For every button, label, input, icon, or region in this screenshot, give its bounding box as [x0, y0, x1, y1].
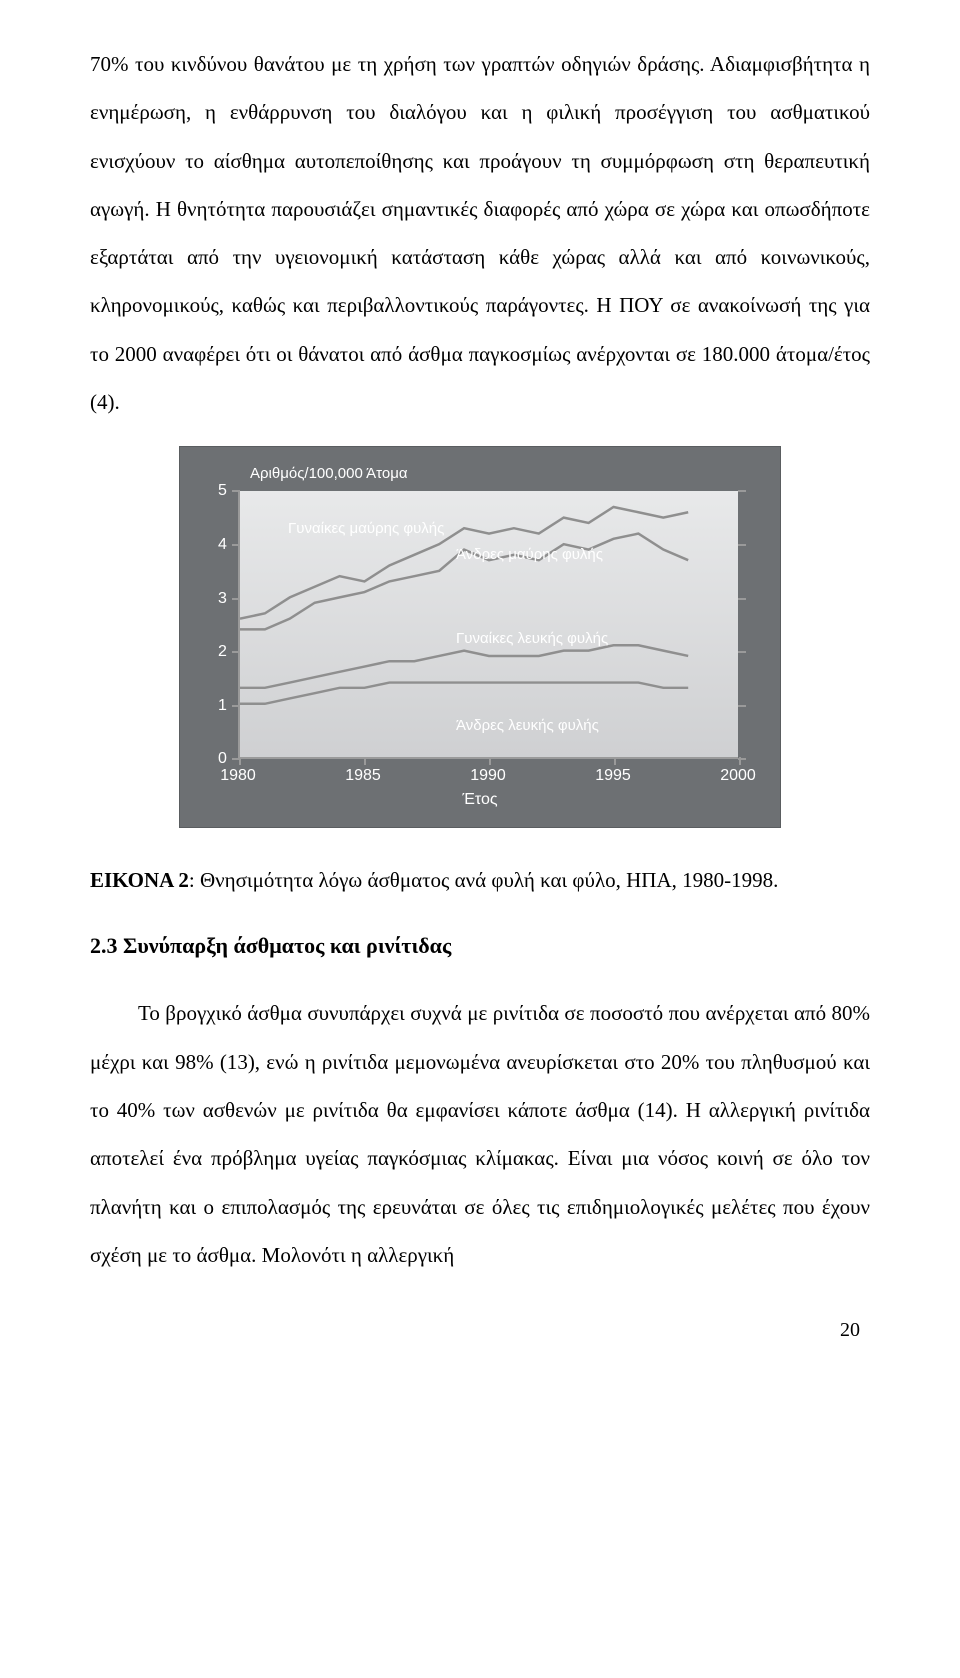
- ytick-mark-right: [738, 598, 746, 600]
- caption-text: : Θνησιμότητα λόγω άσθματος ανά φυλή και…: [189, 868, 779, 892]
- ytick-mark: [232, 490, 240, 492]
- xtick-label: 2000: [720, 767, 756, 785]
- ytick-mark: [232, 544, 240, 546]
- ytick-label: 4: [218, 536, 227, 554]
- xtick-mark: [239, 757, 241, 765]
- xtick-mark: [489, 757, 491, 765]
- xtick-mark: [614, 757, 616, 765]
- ytick-mark-right: [738, 705, 746, 707]
- ytick-label: 3: [218, 590, 227, 608]
- section-heading: 2.3 Συνύπαρξη άσθματος και ρινίτιδας: [90, 933, 870, 959]
- chart-ylabel: Αριθμός/100,000 Άτομα: [250, 465, 408, 482]
- ytick-mark-right: [738, 544, 746, 546]
- figure-caption: ΕΙΚΟΝΑ 2: Θνησιμότητα λόγω άσθματος ανά …: [90, 868, 870, 893]
- ytick-mark-right: [738, 490, 746, 492]
- paragraph-1: 70% του κινδύνου θανάτου με τη χρήση των…: [90, 40, 870, 426]
- ytick-label: 2: [218, 643, 227, 661]
- mortality-chart: Αριθμός/100,000 Άτομα Έτος 0 1 2 3 4 5 1980 198…: [179, 446, 781, 828]
- xtick-label: 1985: [345, 767, 381, 785]
- ytick-label: 1: [218, 697, 227, 715]
- series-label: Άνδρες μαύρης φυλής: [456, 546, 603, 563]
- chart-xlabel: Έτος: [462, 791, 497, 809]
- ytick-label: 0: [218, 750, 227, 768]
- ytick-label: 5: [218, 482, 227, 500]
- series-line: [240, 683, 688, 704]
- ytick-mark: [232, 651, 240, 653]
- ytick-mark-right: [738, 651, 746, 653]
- page-number: 20: [90, 1319, 870, 1342]
- xtick-label: 1980: [220, 767, 256, 785]
- series-label: Άνδρες λευκής φυλής: [456, 717, 599, 734]
- paragraph-2: Το βρογχικό άσθμα συνυπάρχει συχνά με ρι…: [90, 989, 870, 1279]
- page-container: 70% του κινδύνου θανάτου με τη χρήση των…: [0, 0, 960, 1382]
- xtick-label: 1990: [470, 767, 506, 785]
- caption-prefix: ΕΙΚΟΝΑ 2: [90, 868, 189, 892]
- xtick-mark: [739, 757, 741, 765]
- ytick-mark: [232, 598, 240, 600]
- xtick-mark: [364, 757, 366, 765]
- series-label: Γυναίκες λευκής φυλής: [456, 630, 608, 647]
- series-label: Γυναίκες μαύρης φυλής: [288, 520, 444, 537]
- ytick-mark: [232, 705, 240, 707]
- xtick-label: 1995: [595, 767, 631, 785]
